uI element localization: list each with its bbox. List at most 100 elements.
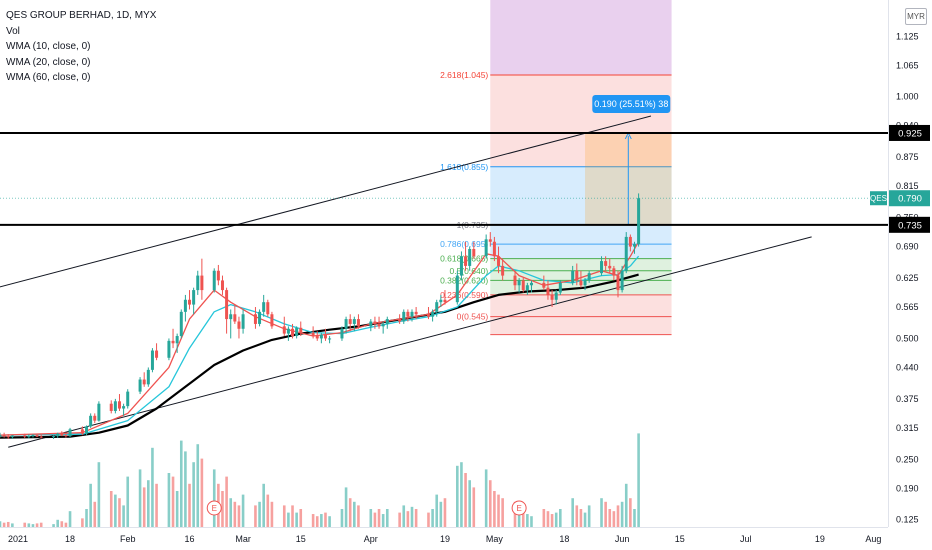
candle — [472, 241, 476, 259]
volume-bar — [151, 447, 154, 527]
volume-bar — [328, 516, 331, 527]
fib-zone-bottom — [490, 316, 672, 335]
volume-bar — [0, 521, 2, 527]
candle-body — [529, 282, 533, 286]
y-tick-label: 0.125 — [896, 515, 919, 525]
candle — [282, 316, 286, 337]
candle-body — [89, 415, 93, 427]
x-tick-label: May — [486, 534, 504, 544]
candle — [291, 323, 295, 339]
candle — [31, 434, 35, 438]
candle — [542, 275, 546, 291]
candle-body — [117, 401, 121, 409]
candle — [188, 290, 192, 310]
candle — [93, 413, 97, 424]
currency-button[interactable]: MYR — [905, 8, 927, 25]
volume-bar — [320, 514, 323, 527]
x-tick-label: 18 — [65, 534, 75, 544]
volume-bar — [254, 505, 257, 527]
volume-bar — [188, 483, 191, 527]
symbol-tag — [870, 191, 887, 206]
candle-body — [196, 275, 200, 291]
candle — [488, 232, 492, 247]
volume-bar — [624, 483, 628, 527]
earnings-marker — [511, 500, 527, 516]
candle-body — [381, 323, 385, 327]
candle — [39, 434, 43, 439]
candle — [171, 328, 175, 349]
candle — [233, 304, 237, 324]
volume-bar — [2, 522, 6, 527]
level-price-label: 0.735 — [898, 220, 922, 231]
candle-body — [398, 319, 402, 322]
candle — [225, 287, 229, 334]
volume-bar — [612, 511, 616, 527]
volume-bar — [435, 494, 439, 527]
volume-bar — [89, 483, 92, 527]
candle-body — [542, 282, 546, 288]
candle-body — [299, 327, 303, 333]
last-price-label: 0.790 — [898, 194, 922, 205]
volume-bar — [353, 501, 356, 527]
volume-bar — [550, 514, 554, 527]
candle-body — [497, 256, 501, 266]
candle — [632, 241, 636, 254]
level-price-tag — [889, 124, 930, 141]
candle-body — [620, 270, 624, 291]
candle — [406, 309, 410, 322]
candle — [319, 332, 323, 344]
candle-body — [56, 433, 60, 437]
candle-body — [328, 338, 332, 340]
volume-bar — [60, 521, 64, 527]
volume-bar — [513, 501, 517, 527]
chart-legend: QES GROUP BERHAD, 1D, MYX Vol WMA (10, c… — [6, 8, 156, 86]
candle-body — [220, 280, 224, 291]
volume-bar — [85, 509, 88, 527]
candle-body — [175, 336, 179, 344]
candle — [122, 403, 126, 416]
candle-body — [546, 287, 550, 295]
volume-bar — [175, 491, 179, 527]
volume-bar — [109, 491, 113, 527]
volume-bar — [546, 511, 550, 527]
volume-bar — [559, 509, 562, 527]
candle — [179, 309, 183, 339]
volume-bar — [414, 509, 418, 527]
candle — [35, 433, 39, 438]
volume-bar — [295, 512, 298, 527]
y-tick-label: 0.190 — [896, 483, 919, 493]
volume-bar — [620, 501, 624, 527]
candle-body — [295, 327, 299, 337]
volume-bar — [299, 509, 303, 527]
candle — [68, 427, 72, 438]
candle — [258, 309, 262, 327]
candle — [6, 434, 10, 440]
candle — [616, 270, 620, 298]
candle-body — [637, 198, 641, 245]
volume-bar — [52, 524, 55, 527]
candle-body — [521, 280, 525, 291]
candle-body — [624, 236, 628, 271]
candle-body — [212, 270, 216, 291]
volume-bar — [56, 519, 59, 527]
volume-bar — [608, 509, 612, 527]
candle — [183, 294, 187, 322]
level-price-label: 0.925 — [898, 128, 922, 139]
candle — [117, 394, 121, 411]
candle — [126, 389, 130, 409]
candle — [575, 263, 579, 286]
candle — [85, 425, 89, 436]
candle — [464, 241, 468, 271]
candle-body — [583, 280, 587, 286]
candle-body — [616, 275, 620, 291]
candle — [150, 348, 154, 373]
volume-bar — [410, 506, 414, 527]
candle-body — [27, 436, 31, 438]
candle — [431, 309, 435, 322]
y-tick-label: 1.065 — [896, 60, 919, 70]
candle-body — [64, 435, 68, 437]
volume-bar — [39, 522, 43, 527]
volume-bar — [237, 505, 241, 527]
candle-body — [554, 292, 558, 300]
